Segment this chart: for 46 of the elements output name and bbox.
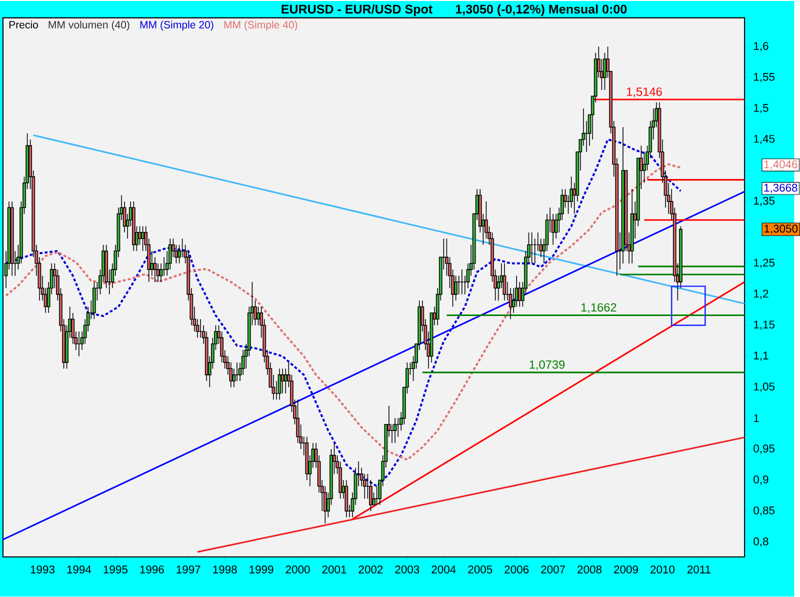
y-tick-label: 1	[754, 414, 759, 422]
x-tick-label: 2000	[286, 566, 310, 574]
y-tick-label: 1,15	[754, 320, 775, 330]
x-tick-label: 1994	[67, 566, 92, 574]
chart-title: EURUSD - EUR/USD Spot	[282, 4, 432, 16]
y-tick-label: 1,05	[754, 382, 775, 392]
y-tick-label: 0,9	[754, 476, 768, 485]
y-tick-label: 1,55	[754, 73, 775, 82]
x-tick-label: 1999	[250, 566, 274, 574]
y-tick-label: 1,6	[754, 42, 768, 52]
x-tick-label: 2002	[358, 566, 383, 574]
x-tick-label: 1995	[104, 566, 128, 574]
text: 1,3668	[764, 184, 798, 194]
chart-subtitle: 1,3050 (-0,12%) Mensual 0:00	[456, 4, 627, 16]
text: MM (Simple 40)	[224, 20, 298, 31]
y-tick-label: 1,5	[754, 104, 768, 114]
x-tick-label: 2004	[432, 566, 456, 574]
x-tick-label: 1993	[30, 566, 54, 574]
y-tick-label: 1,25	[754, 258, 775, 268]
text: 1,4046	[764, 160, 798, 170]
text: 1,3050	[764, 224, 798, 234]
data-label: 1,5146	[627, 88, 662, 98]
x-tick-label: 1996	[140, 566, 164, 574]
x-tick-label: 2005	[468, 566, 492, 574]
x-tick-label: 2009	[614, 566, 638, 574]
y-tick-label: 0,8	[754, 538, 768, 547]
data-label: 1,0739	[530, 360, 565, 370]
text: MM (Simple 20)	[140, 20, 214, 31]
x-tick-label: 1997	[176, 566, 200, 574]
x-tick-label: 2010	[650, 566, 675, 574]
y-tick-label: 1,45	[754, 135, 775, 144]
x-tick-label: 2008	[578, 566, 602, 574]
y-tick-label: 0,85	[754, 506, 775, 516]
x-tick-label: 1998	[213, 566, 237, 574]
data-label: 1,1662	[581, 303, 616, 314]
y-tick-label: 1,2	[754, 290, 768, 300]
annotation: MM volumen (40)	[48, 20, 130, 31]
y-tick-label: 1,35	[754, 197, 775, 206]
x-tick-label: 2001	[322, 566, 346, 574]
y-tick-label: 0,95	[754, 444, 775, 454]
text: Precio	[9, 20, 38, 29]
y-tick-label: 1,1	[754, 352, 768, 362]
x-tick-label: 2006	[504, 566, 529, 574]
x-tick-label: 2003	[395, 566, 420, 574]
x-tick-label: 2011	[687, 566, 710, 574]
x-tick-label: 2007	[541, 566, 565, 574]
